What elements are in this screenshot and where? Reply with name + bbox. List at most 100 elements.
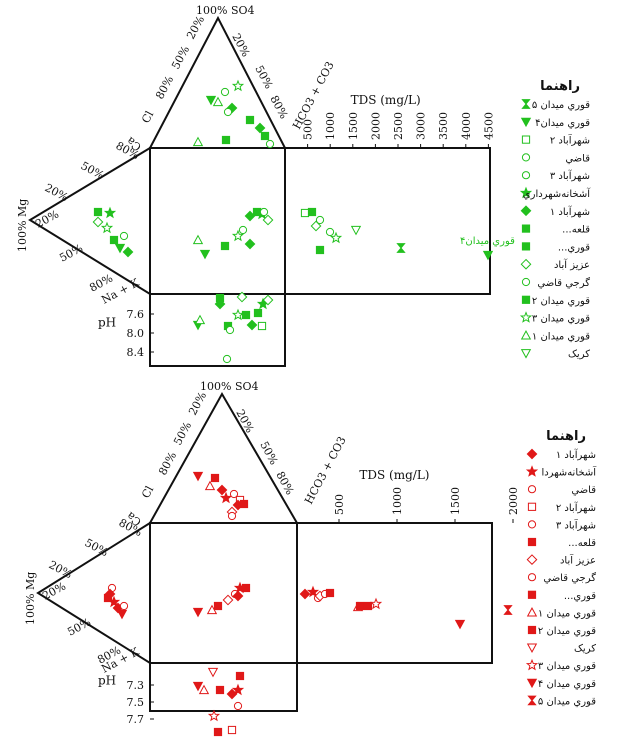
legend-item-label: قوري ميدان ۵ <box>532 100 590 111</box>
legend-item-label: شهرآباد ۱ <box>556 448 596 461</box>
legend-item: کريک <box>526 643 596 655</box>
circle-mark <box>521 171 531 180</box>
circle-mark <box>222 354 232 364</box>
diamond-mark <box>520 205 532 217</box>
legend: راهنما شهرآباد ۱ آشخانه‌شهردا قاضي شهرآباد ۲… <box>525 429 597 707</box>
triangle-down-mark <box>205 95 217 106</box>
marker-hourglass <box>396 243 406 253</box>
marker-tri-down-filled <box>114 243 126 254</box>
legend-item: شهرآباد ۲ <box>521 134 590 147</box>
marker-hourglass <box>503 605 513 615</box>
mg-label: 100% Mg <box>24 572 37 625</box>
legend-item: شهرآباد ۲ <box>527 501 596 514</box>
legend-item: کريک <box>520 349 590 360</box>
triangle-down-mark <box>199 249 211 260</box>
circle-mark <box>233 701 243 711</box>
square-mark <box>241 583 251 593</box>
legend-item-label: ...قوري <box>564 591 596 602</box>
marker-tri-up-open <box>526 607 538 617</box>
tds-tick-label: 2500 <box>392 112 405 140</box>
marker-circle-open <box>527 520 537 529</box>
square-mark <box>300 208 310 218</box>
marker-circle-open <box>527 573 537 582</box>
legend-item: قوري ميدان ۲ <box>521 295 590 307</box>
square-mark <box>221 135 231 145</box>
marker-diamond-filled <box>216 484 228 496</box>
circle-mark <box>229 489 239 499</box>
legend-item-label: قوري ميدان ۴ <box>538 679 596 690</box>
legend-item-label: کريک <box>574 644 596 655</box>
marker-square-filled <box>241 583 251 593</box>
square-mark <box>363 601 373 611</box>
tri-tick-label: 20% <box>184 14 207 42</box>
triangle-down-mark <box>482 250 494 261</box>
legend-item: ...قوري <box>527 590 596 602</box>
legend-title: راهنما <box>546 429 586 444</box>
ph-plot-frame <box>149 662 298 712</box>
marker-square-filled <box>239 499 249 509</box>
legend-item-label: عزيز آباد <box>560 554 596 567</box>
triangle-up-mark <box>212 96 224 107</box>
marker-diamond-open <box>262 214 274 226</box>
square-mark <box>315 245 325 255</box>
diamond-mark <box>216 484 228 496</box>
diamond-mark <box>214 298 226 310</box>
legend-item: قوري ميدان ۱ <box>526 607 596 619</box>
legend-item-label: قوري ميدان ۳ <box>532 314 590 325</box>
marker-square-filled <box>93 207 103 217</box>
square-mark <box>257 321 267 331</box>
tds-tick-label: 1000 <box>391 487 404 515</box>
star-mark <box>107 595 121 608</box>
square-mark <box>213 601 223 611</box>
marker-square-open <box>257 321 267 331</box>
circle-mark <box>527 485 537 494</box>
legend-item: قاضي <box>521 153 590 164</box>
tri-tick-label: 80% <box>153 74 176 102</box>
so4-label: 100% SO4 <box>196 4 255 17</box>
circle-mark <box>521 153 531 162</box>
legend-item: آشخانه‌شهرداري <box>519 186 591 200</box>
legend-item-label: قاضي <box>565 153 590 164</box>
marker-diamond-open <box>92 216 104 228</box>
legend-item-label: کريک <box>568 349 590 360</box>
marker-square-filled <box>307 207 317 217</box>
marker-diamond-filled <box>214 298 226 310</box>
tri-tick-label: 50% <box>169 44 192 72</box>
diamond-mark <box>526 554 538 565</box>
marker-tri-down-filled <box>482 250 494 261</box>
ph-axis-label: pH <box>98 315 116 329</box>
triangle-down-mark <box>520 117 532 128</box>
marker-diamond-filled <box>526 448 538 460</box>
triangle-up-mark <box>526 607 538 617</box>
ph-tick-label: 8.0 <box>127 327 145 340</box>
ph-tick-label: 7.3 <box>127 679 145 692</box>
square-mark <box>210 473 220 483</box>
marker-tri-down-open <box>526 643 538 653</box>
legend-item: قوري ميدان ۲ <box>527 625 596 637</box>
legend-item: گرجي قاضي <box>521 277 590 289</box>
marker-square-filled <box>245 115 255 125</box>
legend-item: شهرآباد ۳ <box>527 518 596 531</box>
marker-tri-up-open <box>198 684 210 695</box>
tds-plot-frame <box>296 522 493 664</box>
tds-tick-label: 3500 <box>437 112 450 140</box>
marker-tri-down-filled <box>192 681 204 692</box>
square-mark <box>527 590 537 599</box>
star-mark <box>369 597 383 610</box>
legend-item: قوري ميدان ۳ <box>519 311 590 325</box>
mg-label: 100% Mg <box>16 199 29 252</box>
tri-tick-label: 20% <box>43 181 71 204</box>
star-mark <box>231 308 245 321</box>
marker-circle-open <box>527 485 537 494</box>
star-mark <box>231 79 245 92</box>
legend-item: قوري ميدان۴ <box>520 117 590 129</box>
marker-square-filled <box>215 685 225 695</box>
tds-tick-label: 500 <box>302 119 315 140</box>
tds-tick-label: 4000 <box>460 112 473 140</box>
legend-item: ...قلعه <box>521 224 590 236</box>
marker-square-filled <box>260 131 270 141</box>
marker-star-open <box>369 597 383 610</box>
legend-item: عزيز آباد <box>526 554 596 567</box>
square-mark <box>521 242 531 251</box>
